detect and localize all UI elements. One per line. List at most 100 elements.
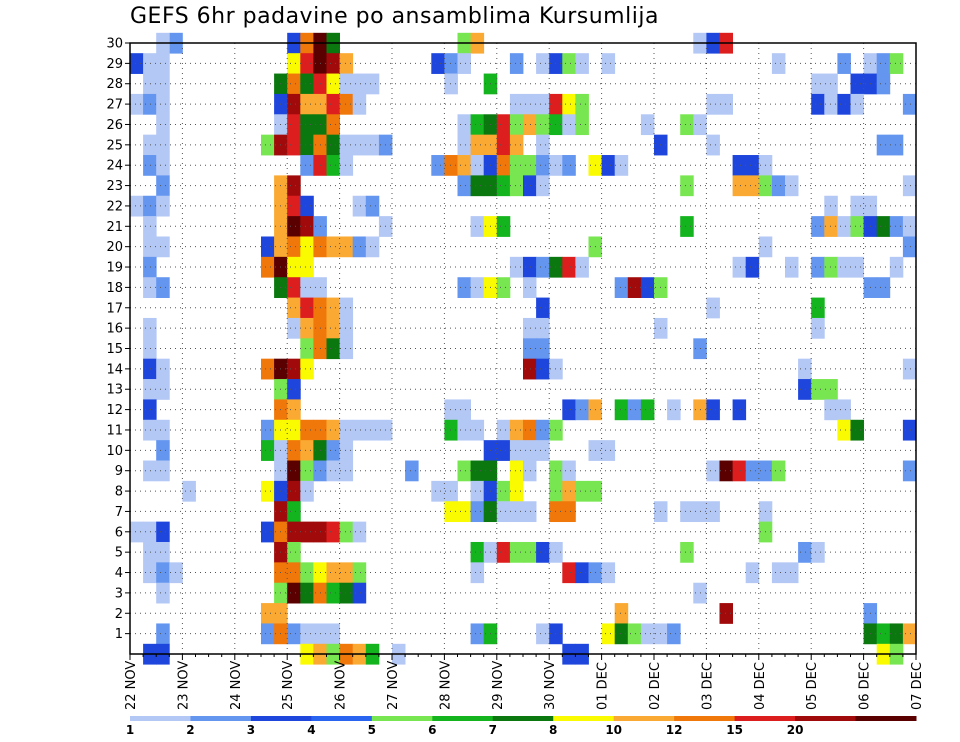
heatmap-cell xyxy=(509,541,524,563)
y-tick-label: 9 xyxy=(115,464,123,479)
colorbar-label: 2 xyxy=(186,723,194,737)
heatmap-cell xyxy=(156,419,170,441)
heatmap-cell xyxy=(876,216,891,237)
chart-grid xyxy=(130,42,916,654)
y-tick-label: 12 xyxy=(106,403,123,418)
heatmap-cell xyxy=(287,358,301,380)
heatmap-cell xyxy=(143,256,157,278)
heatmap-cell xyxy=(509,114,524,136)
colorbar-swatch xyxy=(795,716,857,721)
heatmap-cell xyxy=(837,256,851,278)
heatmap-cell xyxy=(470,175,485,197)
heatmap-cell xyxy=(902,358,917,380)
y-tick-label: 21 xyxy=(106,220,123,235)
heatmap-cell xyxy=(575,399,589,421)
heatmap-cell xyxy=(143,521,157,543)
heatmap-cell xyxy=(130,195,144,217)
y-tick-label: 6 xyxy=(115,525,123,540)
heatmap-cell xyxy=(523,460,537,482)
heatmap-cell xyxy=(902,175,917,197)
heatmap-cell xyxy=(496,155,511,176)
heatmap-cell xyxy=(523,338,537,360)
heatmap-cell xyxy=(156,277,170,298)
heatmap-cell xyxy=(575,480,589,502)
heatmap-cell xyxy=(798,358,812,380)
heatmap-cell xyxy=(889,216,904,237)
heatmap-cell xyxy=(614,603,629,624)
colorbar-swatch xyxy=(674,716,736,721)
heatmap-cell xyxy=(732,155,747,176)
heatmap-cell xyxy=(143,562,157,584)
colorbar-swatch xyxy=(250,716,312,721)
heatmap-cell xyxy=(470,623,485,645)
heatmap-cell xyxy=(509,256,524,278)
heatmap-cell xyxy=(143,460,157,482)
y-tick-label: 27 xyxy=(106,98,123,113)
heatmap-cell xyxy=(562,114,576,136)
heatmap-cell xyxy=(536,440,550,461)
heatmap-cell xyxy=(536,338,550,360)
colorbar-swatch xyxy=(734,716,796,721)
heatmap-cell xyxy=(509,419,524,441)
heatmap-cell xyxy=(287,317,301,339)
heatmap-cell xyxy=(627,277,642,298)
heatmap-cell xyxy=(352,582,367,604)
heatmap-cell xyxy=(287,175,301,197)
y-tick-label: 19 xyxy=(106,261,123,276)
heatmap-cell xyxy=(300,195,314,217)
heatmap-cell xyxy=(457,114,471,136)
heatmap-cell xyxy=(287,562,301,584)
heatmap-cell xyxy=(850,195,864,217)
heatmap-cell xyxy=(352,73,367,95)
heatmap-cell xyxy=(496,501,511,523)
heatmap-cell xyxy=(326,440,340,461)
heatmap-cell xyxy=(143,277,157,298)
heatmap-cell xyxy=(496,277,511,298)
heatmap-cell xyxy=(457,419,471,441)
heatmap-cell xyxy=(365,419,380,441)
heatmap-cell xyxy=(824,256,838,278)
y-tick-label: 11 xyxy=(106,423,123,438)
heatmap-cell xyxy=(261,623,275,645)
heatmap-cell xyxy=(680,216,694,237)
heatmap-cell xyxy=(496,440,511,461)
heatmap-cell xyxy=(326,317,340,339)
heatmap-cell xyxy=(287,379,301,400)
heatmap-cell xyxy=(902,623,917,645)
heatmap-cell xyxy=(287,53,301,74)
heatmap-cell xyxy=(889,623,904,645)
heatmap-cell xyxy=(706,501,720,523)
heatmap-cell xyxy=(300,155,314,176)
heatmap-cell xyxy=(523,358,537,380)
heatmap-cell xyxy=(575,256,589,278)
heatmap-cell xyxy=(287,277,301,298)
heatmap-cell xyxy=(143,358,157,380)
heatmap-cell xyxy=(287,399,301,421)
heatmap-cell xyxy=(326,460,340,482)
colorbar-label: 5 xyxy=(368,723,376,737)
colorbar-label: 7 xyxy=(489,723,497,737)
heatmap-cell xyxy=(300,93,314,115)
heatmap-cell xyxy=(444,399,458,421)
heatmap-cell xyxy=(300,521,314,543)
heatmap-cell xyxy=(470,541,485,563)
heatmap-cell xyxy=(798,379,812,400)
heatmap-cell xyxy=(156,582,170,604)
heatmap-cell xyxy=(745,256,760,278)
heatmap-cell xyxy=(732,256,747,278)
heatmap-cell xyxy=(339,93,354,115)
heatmap-cell xyxy=(365,73,380,95)
heatmap-cell xyxy=(496,480,511,502)
heatmap-cell xyxy=(706,297,720,319)
heatmap-cell xyxy=(470,562,485,584)
heatmap-cell xyxy=(470,134,485,156)
heatmap-cell xyxy=(326,521,340,543)
heatmap-cell xyxy=(300,114,314,136)
y-tick-label: 22 xyxy=(106,199,123,214)
x-tick-label: 04 DEC xyxy=(753,662,768,710)
heatmap-cell xyxy=(667,399,681,421)
heatmap-cell xyxy=(143,73,157,95)
y-tick-label: 4 xyxy=(115,566,123,581)
heatmap-cell xyxy=(300,216,314,237)
heatmap-cell xyxy=(156,541,170,563)
